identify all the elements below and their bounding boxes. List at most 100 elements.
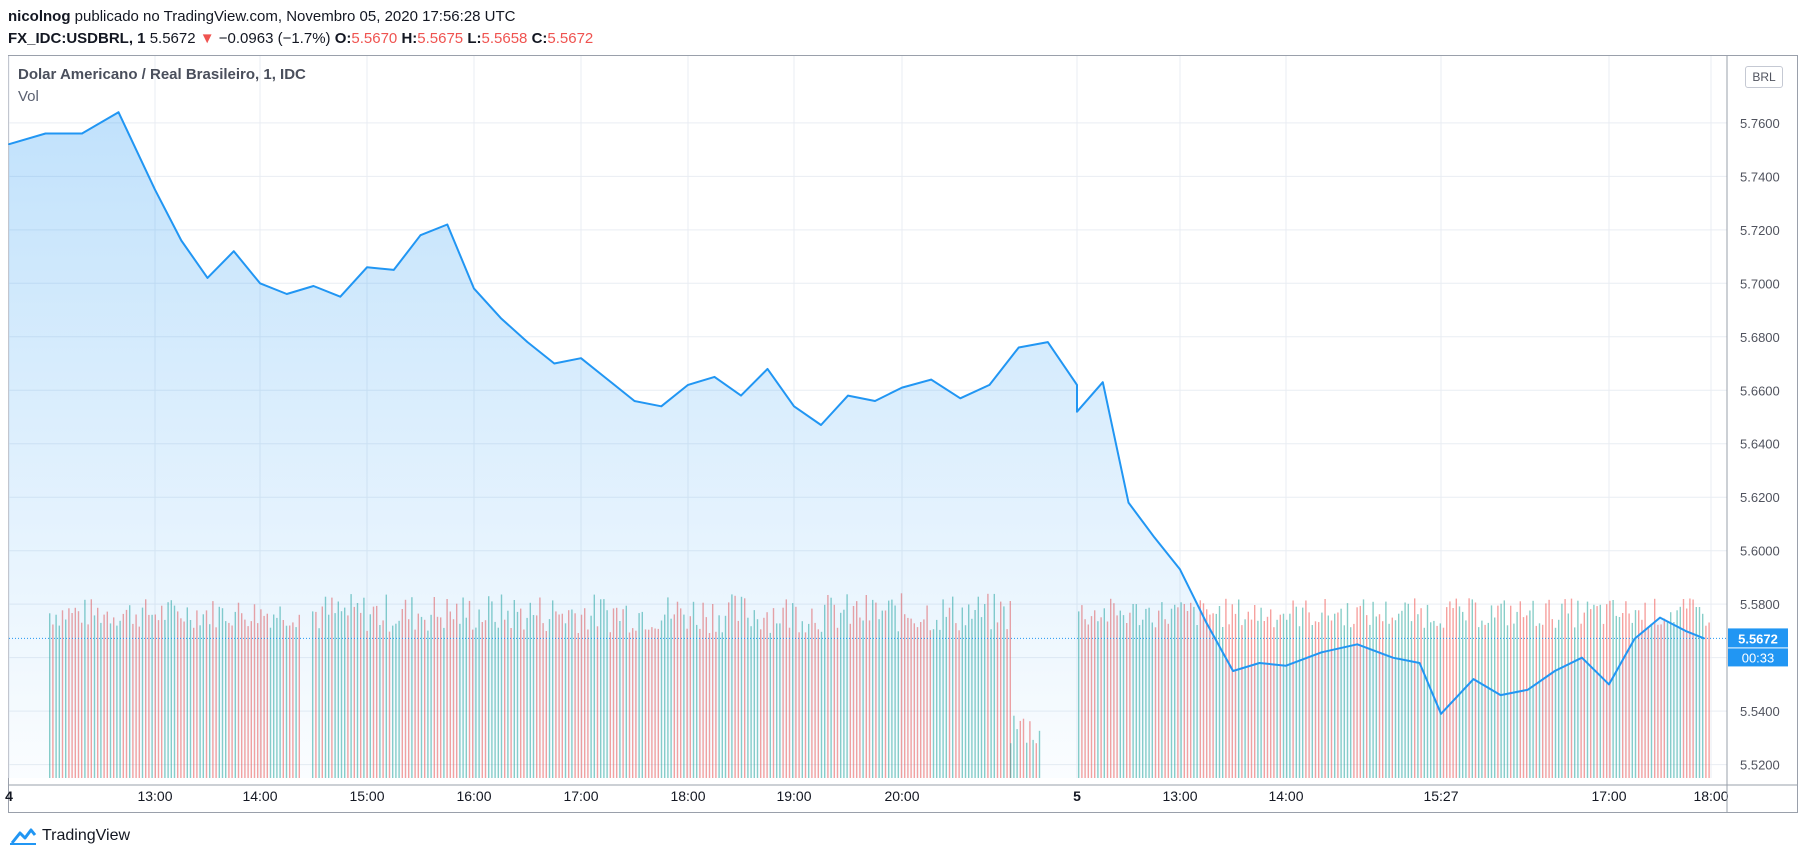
volume-bar-down <box>1519 601 1521 778</box>
price-point <box>1232 670 1234 672</box>
price-point <box>446 223 449 226</box>
y-tick-label: 5.7000 <box>1740 276 1780 291</box>
volume-bar-down <box>1449 601 1451 778</box>
volume-bar-down <box>1708 622 1710 778</box>
high-value: 5.5675 <box>417 30 464 47</box>
open-label: O: <box>334 30 352 47</box>
price-point <box>1076 410 1078 413</box>
price-point <box>1472 678 1475 680</box>
price-change: −0.0963 (−1.7%) <box>218 30 331 47</box>
chart-header: nicolnog publicado no TradingView.com, N… <box>8 6 593 50</box>
symbol-interval: FX_IDC:USDBRL, 1 <box>8 30 146 47</box>
tradingview-logo[interactable]: TradingView <box>8 826 130 846</box>
price-point <box>687 384 689 386</box>
publish-line: nicolnog publicado no TradingView.com, N… <box>8 6 593 28</box>
price-point <box>1633 638 1636 640</box>
x-tick-label: 17:00 <box>563 788 598 804</box>
price-point <box>1392 656 1394 659</box>
x-tick-label: 18:00 <box>670 788 705 804</box>
low-label: L: <box>467 30 482 47</box>
volume-bar-down <box>1436 625 1438 778</box>
x-tick-label: 20:00 <box>884 788 919 804</box>
x-tick-label: 15:00 <box>349 788 384 804</box>
price-point <box>81 132 83 135</box>
y-tick-label: 5.7400 <box>1740 169 1780 184</box>
price-point <box>580 357 582 360</box>
price-point <box>206 277 209 279</box>
high-label: H: <box>401 30 418 47</box>
price-point <box>1554 670 1556 672</box>
x-tick-label: 17:00 <box>1591 788 1626 804</box>
countdown-badge-label: 00:33 <box>1742 650 1775 665</box>
countdown-badge-bg <box>1728 648 1788 667</box>
price-point <box>874 400 876 402</box>
y-tick-label: 5.5800 <box>1740 597 1780 612</box>
y-tick-label: 5.7600 <box>1740 116 1780 131</box>
price-point <box>366 266 368 269</box>
x-tick-label: 4 <box>5 788 13 804</box>
x-tick-label: 13:00 <box>137 788 172 804</box>
price-point <box>1581 656 1583 659</box>
volume-label: Vol <box>18 88 39 105</box>
volume-bar-down <box>1442 627 1445 778</box>
price-point <box>1205 622 1208 624</box>
price-point <box>1526 689 1529 691</box>
author-name[interactable]: nicolnog <box>8 8 71 25</box>
price-point <box>1659 616 1661 619</box>
price-point <box>988 384 991 386</box>
x-tick-label: 18:00 <box>1693 788 1728 804</box>
brand-name: TradingView <box>42 827 131 844</box>
y-tick-label: 5.6400 <box>1740 437 1780 452</box>
volume-bar-up <box>1500 603 1502 778</box>
price-point <box>339 295 342 298</box>
volume-bar-down <box>1446 607 1448 778</box>
price-point <box>1499 694 1502 696</box>
price-point <box>419 234 422 236</box>
x-tick-label: 16:00 <box>456 788 491 804</box>
price-point <box>1017 346 1020 349</box>
price-point <box>8 143 10 145</box>
volume-bar-down <box>1455 598 1457 778</box>
price-point <box>930 378 932 381</box>
volume-bar-up <box>1458 606 1461 778</box>
close-value: 5.5672 <box>547 30 594 47</box>
price-point <box>1608 683 1610 686</box>
low-value: 5.5658 <box>481 30 528 47</box>
price-point <box>1179 568 1181 571</box>
price-point <box>820 424 822 426</box>
x-tick-label: 14:00 <box>1268 788 1303 804</box>
price-badge-label: 5.5672 <box>1738 631 1778 646</box>
price-point <box>959 397 962 400</box>
price-point <box>607 378 609 381</box>
y-tick-label: 5.6200 <box>1740 490 1780 505</box>
x-tick-label: 14:00 <box>242 788 277 804</box>
tradingview-cloud-icon <box>10 828 37 845</box>
price-point <box>713 376 716 378</box>
price-point <box>660 405 663 408</box>
price-point <box>1356 643 1359 646</box>
last-price: 5.5672 <box>149 30 196 47</box>
published-text: publicado no TradingView.com, Novembro 0… <box>74 8 516 25</box>
x-tick-label: 5 <box>1073 788 1081 804</box>
price-point <box>633 400 636 402</box>
volume-bar-up <box>1439 623 1441 778</box>
x-tick-label: 15:27 <box>1423 788 1458 804</box>
x-tick-label: 19:00 <box>776 788 811 804</box>
price-point <box>500 317 502 319</box>
price-point <box>1440 713 1442 715</box>
price-point <box>526 341 529 343</box>
price-point <box>393 269 395 271</box>
y-tick-label: 5.6000 <box>1740 544 1780 559</box>
price-point <box>1285 664 1287 667</box>
price-point <box>180 239 183 242</box>
x-tick-label: 13:00 <box>1162 788 1197 804</box>
price-point <box>259 282 261 285</box>
symbol-ohlc-line: FX_IDC:USDBRL, 1 5.5672 ▼ −0.0963 (−1.7%… <box>8 28 593 50</box>
currency-button[interactable]: BRL <box>1745 66 1783 88</box>
price-area <box>9 112 1705 778</box>
price-point <box>154 188 156 191</box>
price-badge-bg <box>1728 628 1788 648</box>
price-point <box>286 293 288 295</box>
price-point <box>847 394 849 397</box>
